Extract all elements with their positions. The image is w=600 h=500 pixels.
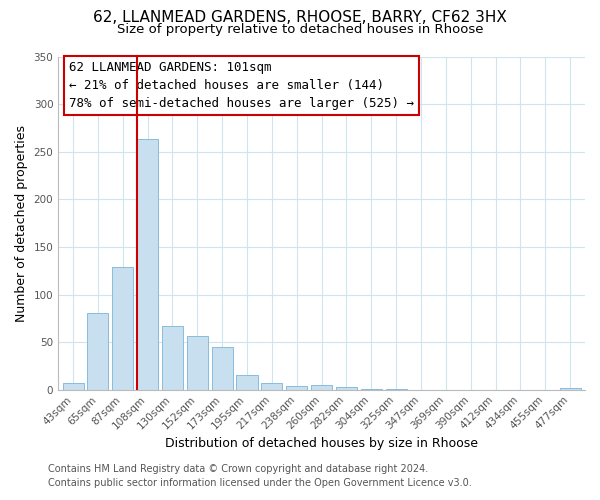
Bar	[137, 140, 158, 390]
Bar	[212, 347, 233, 390]
Bar	[286, 386, 307, 390]
Bar	[112, 267, 133, 390]
Text: Size of property relative to detached houses in Rhoose: Size of property relative to detached ho…	[117, 22, 483, 36]
Text: 62, LLANMEAD GARDENS, RHOOSE, BARRY, CF62 3HX: 62, LLANMEAD GARDENS, RHOOSE, BARRY, CF6…	[93, 10, 507, 25]
Bar	[336, 387, 357, 390]
Bar	[361, 389, 382, 390]
X-axis label: Distribution of detached houses by size in Rhoose: Distribution of detached houses by size …	[165, 437, 478, 450]
Bar	[162, 326, 183, 390]
Bar	[386, 389, 407, 390]
Y-axis label: Number of detached properties: Number of detached properties	[15, 124, 28, 322]
Text: Contains HM Land Registry data © Crown copyright and database right 2024.
Contai: Contains HM Land Registry data © Crown c…	[48, 464, 472, 487]
Text: 62 LLANMEAD GARDENS: 101sqm
← 21% of detached houses are smaller (144)
78% of se: 62 LLANMEAD GARDENS: 101sqm ← 21% of det…	[69, 62, 414, 110]
Bar	[88, 312, 109, 390]
Bar	[62, 383, 83, 390]
Bar	[560, 388, 581, 390]
Bar	[187, 336, 208, 390]
Bar	[311, 385, 332, 390]
Bar	[236, 376, 257, 390]
Bar	[262, 383, 283, 390]
